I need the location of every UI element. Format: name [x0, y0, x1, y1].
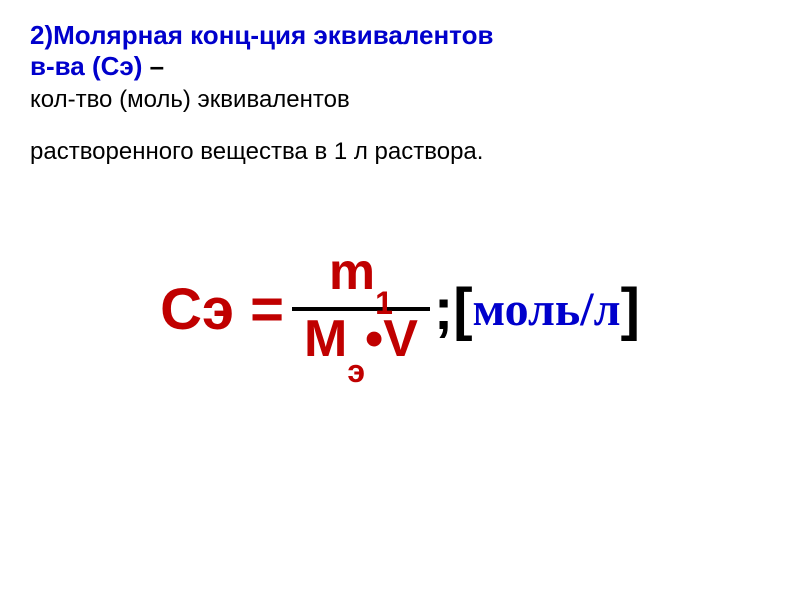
title-line1: 2)Молярная конц-ция эквивалентов	[30, 20, 770, 51]
title-line2: в-ва (Сэ) –	[30, 51, 770, 82]
unit-label: моль/л	[473, 282, 621, 337]
formula-lhs: Сэ =	[160, 276, 284, 343]
title-blue-part: в-ва (Сэ)	[30, 51, 150, 81]
semicolon: ;	[434, 276, 453, 343]
title-dash: –	[150, 51, 164, 81]
numerator-base: m	[329, 243, 375, 301]
denominator-subscript: э	[347, 353, 365, 389]
description-line1: кол-тво (моль) эквивалентов	[30, 86, 770, 114]
numerator: m1	[317, 246, 405, 307]
description-line2: растворенного вещества в 1 л раствора.	[30, 138, 770, 166]
numerator-subscript: 1	[375, 285, 393, 321]
formula-container: Сэ = m1 Мэ•V ; [ моль/л ]	[30, 246, 770, 373]
denominator-base1: М	[304, 310, 347, 368]
fraction: m1 Мэ•V	[292, 246, 430, 373]
denominator: Мэ•V	[292, 311, 430, 372]
bracket-right: ]	[621, 276, 640, 343]
bracket-left: [	[453, 276, 472, 343]
header-section: 2)Молярная конц-ция эквивалентов в-ва (С…	[30, 20, 770, 166]
